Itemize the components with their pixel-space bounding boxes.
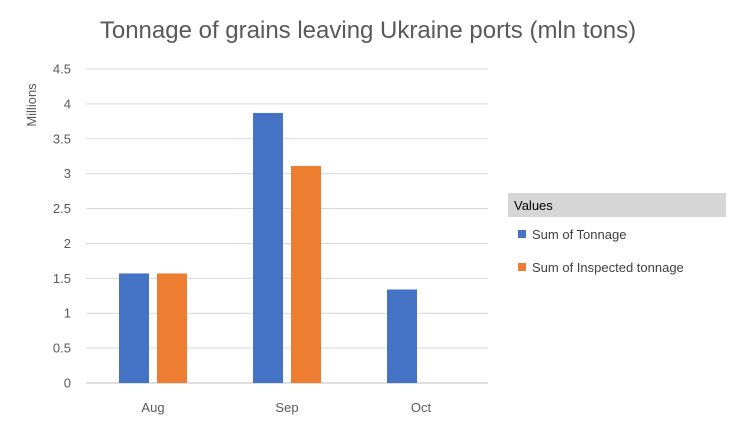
y-tick-label: 4 xyxy=(64,96,71,111)
legend-header-bg xyxy=(508,193,726,217)
chart-title: Tonnage of grains leaving Ukraine ports … xyxy=(100,17,636,44)
y-tick-label: 0 xyxy=(64,376,71,391)
bar-sep-series-2 xyxy=(291,165,321,383)
bar-oct-series-1 xyxy=(387,289,417,383)
y-tick-label: 1.5 xyxy=(53,271,71,286)
legend-swatch xyxy=(518,263,526,271)
y-tick-label: 4.5 xyxy=(53,62,71,77)
bar-aug-series-1 xyxy=(119,273,149,383)
legend-title: Values xyxy=(514,198,553,213)
legend-label: Sum of Tonnage xyxy=(532,227,626,242)
y-tick-label: 2.5 xyxy=(53,201,71,216)
y-axis-title: Millions xyxy=(24,83,39,127)
y-tick-label: 1 xyxy=(64,306,71,321)
legend-swatch xyxy=(518,230,526,238)
x-tick-label: Oct xyxy=(411,400,432,415)
y-tick-label: 0.5 xyxy=(53,341,71,356)
x-axis-ticks: Aug Sep Oct xyxy=(141,400,431,415)
y-tick-label: 2 xyxy=(64,236,71,251)
bar-sep-series-1 xyxy=(253,112,283,384)
gridlines xyxy=(86,68,488,384)
bar-aug-series-2 xyxy=(157,273,187,383)
x-tick-label: Sep xyxy=(275,400,298,415)
y-tick-label: 3.5 xyxy=(53,131,71,146)
legend-label: Sum of Inspected tonnage xyxy=(532,260,684,275)
y-tick-label: 3 xyxy=(64,166,71,181)
legend: Values Sum of Tonnage Sum of Inspected to… xyxy=(508,193,726,275)
y-axis-ticks: 0 0.5 1 1.5 2 2.5 3 3.5 4 4.5 xyxy=(53,62,71,391)
x-tick-label: Aug xyxy=(141,400,164,415)
bars xyxy=(119,112,417,384)
